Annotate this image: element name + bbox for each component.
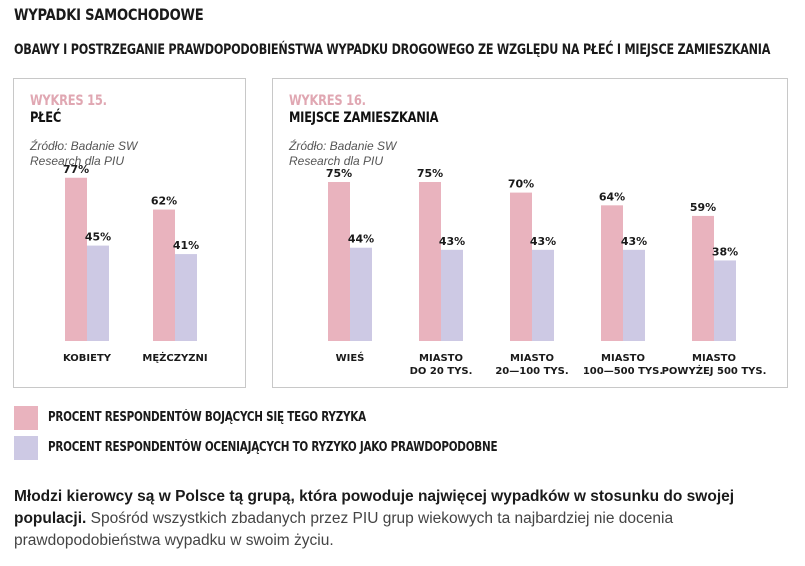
- chart-source: Źródło: Badanie SW Research dla PIU: [30, 139, 137, 169]
- chart-title: MIEJSCE ZAMIESZKANIA: [289, 110, 439, 126]
- bar: [532, 249, 554, 341]
- data-label: 44%: [348, 233, 374, 246]
- data-label: 70%: [508, 178, 534, 191]
- bar: [175, 254, 197, 341]
- main-title: OBAWY I POSTRZEGANIE PRAWDOPODOBIEŃSTWA …: [14, 42, 771, 58]
- data-label: 59%: [690, 201, 716, 214]
- bar: [65, 177, 87, 341]
- chart-panel-residence: WYKRES 16. MIEJSCE ZAMIESZKANIA Źródło: …: [272, 78, 788, 388]
- data-label: 43%: [621, 235, 647, 248]
- bar: [350, 247, 372, 341]
- data-label: 43%: [439, 235, 465, 248]
- chart-number: WYKRES 16.: [289, 93, 366, 109]
- chart-panel-gender: WYKRES 15. PŁEĆ Źródło: Badanie SW Resea…: [13, 78, 246, 388]
- category-label: WIEŚ: [336, 351, 365, 364]
- source-line: Research dla PIU: [289, 154, 384, 168]
- data-label: 64%: [599, 190, 625, 203]
- category-label: MIASTO: [601, 353, 645, 364]
- gender-bar-chart: 77% 45% KOBIETY 62% 41% MĘŻCZYZNI: [63, 163, 208, 364]
- category-label: DO 20 TYS.: [410, 366, 473, 377]
- bar: [601, 205, 623, 341]
- legend-swatch: [14, 406, 38, 430]
- category-label: MIASTO: [692, 353, 736, 364]
- body-paragraph: Spośród wszystkich zbadanych przez PIU g…: [14, 510, 674, 549]
- body-lead: Młodzi kierowcy są w Polsce tą grupą, kt…: [14, 488, 735, 527]
- bar: [623, 249, 645, 341]
- category-label: MIASTO: [419, 353, 463, 364]
- bar: [692, 215, 714, 341]
- section-title: WYPADKI SAMOCHODOWE: [14, 5, 204, 24]
- data-label: 45%: [85, 231, 111, 244]
- source-line: Źródło: Badanie SW: [30, 139, 138, 153]
- data-label: 38%: [712, 245, 738, 258]
- data-label: 77%: [63, 163, 89, 176]
- category-label: 20—100 TYS.: [495, 366, 568, 377]
- category-label: POWYŻEJ 500 TYS.: [662, 363, 767, 377]
- bar: [510, 192, 532, 341]
- bar: [87, 245, 109, 341]
- chart-source: Źródło: Badanie SW Research dla PIU: [289, 139, 396, 169]
- data-label: 41%: [173, 239, 199, 252]
- category-label: 100—500 TYS.: [583, 366, 663, 377]
- bar: [153, 209, 175, 341]
- bar: [419, 182, 441, 341]
- data-label: 43%: [530, 235, 556, 248]
- legend-label: PROCENT RESPONDENTÓW OCENIAJĄCYCH TO RYZ…: [48, 440, 498, 455]
- category-label: MĘŻCZYZNI: [142, 350, 207, 364]
- legend-label: PROCENT RESPONDENTÓW BOJĄCYCH SIĘ TEGO R…: [48, 410, 366, 425]
- chart-number: WYKRES 15.: [30, 93, 107, 109]
- bar: [714, 260, 736, 341]
- data-label: 75%: [417, 167, 443, 180]
- chart-title: PŁEĆ: [30, 110, 62, 126]
- category-label: MIASTO: [510, 353, 554, 364]
- source-line: Źródło: Badanie SW: [289, 139, 397, 153]
- bar: [441, 249, 463, 341]
- data-label: 75%: [326, 167, 352, 180]
- body-text: Młodzi kierowcy są w Polsce tą grupą, kt…: [14, 486, 794, 552]
- data-label: 62%: [151, 195, 177, 208]
- category-label: KOBIETY: [63, 353, 112, 364]
- legend-swatch: [14, 436, 38, 460]
- bar: [328, 182, 350, 341]
- residence-bar-chart: 75% 44% WIEŚ 75% 43% MIASTO DO 20 TYS. 70% 43% MI…: [326, 167, 767, 377]
- source-line: Research dla PIU: [30, 154, 125, 168]
